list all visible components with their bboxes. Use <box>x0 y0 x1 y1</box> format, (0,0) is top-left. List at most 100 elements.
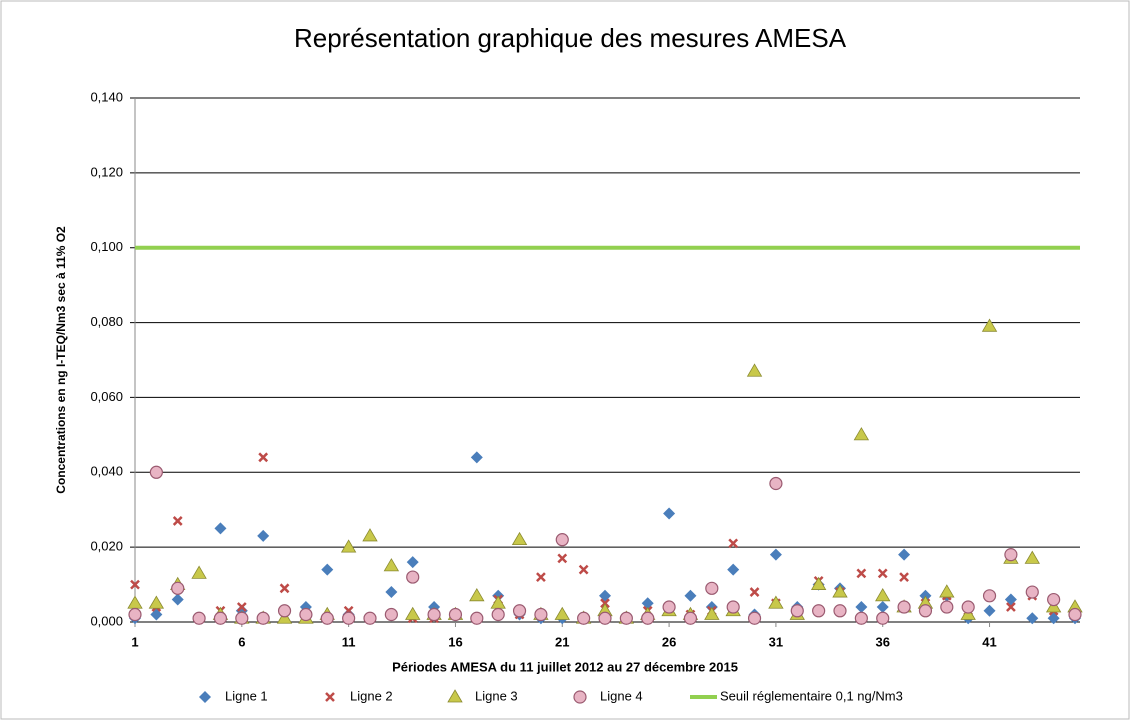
x-marker <box>749 587 760 597</box>
triangle-marker <box>383 558 400 572</box>
y-tick-label: 0,120 <box>90 164 123 179</box>
circle-marker <box>384 607 398 622</box>
x-marker <box>899 572 909 582</box>
diamond-marker <box>257 529 270 542</box>
diamond-marker <box>321 563 334 576</box>
triangle-marker <box>768 595 784 609</box>
circle-marker <box>1047 592 1061 607</box>
circle-marker <box>1068 607 1082 622</box>
triangle-marker <box>148 595 165 609</box>
triangle-marker <box>939 584 955 598</box>
circle-marker <box>897 600 911 614</box>
triangle-marker <box>447 689 463 703</box>
circle-marker <box>235 611 249 625</box>
circle-marker <box>705 581 719 595</box>
legend-label: Seuil réglementaire 0,1 ng/Nm3 <box>720 688 903 703</box>
x-tick-label: 31 <box>769 634 783 649</box>
y-tick-label: 0,080 <box>90 314 123 329</box>
diamond-marker <box>1026 612 1039 625</box>
x-marker <box>130 579 140 590</box>
circle-marker <box>598 611 612 625</box>
y-tick-label: 0,020 <box>90 539 123 554</box>
triangle-marker <box>704 606 720 620</box>
x-marker <box>728 538 739 549</box>
y-tick-label: 0,000 <box>90 613 123 628</box>
triangle-marker <box>511 531 528 546</box>
circle-marker <box>769 476 783 491</box>
x-marker <box>877 568 888 579</box>
circle-marker <box>320 611 334 625</box>
circle-marker <box>747 611 762 625</box>
circle-marker <box>342 611 356 625</box>
diamond-marker <box>171 593 184 606</box>
diamond-marker <box>684 589 697 602</box>
diamond-marker <box>663 507 676 520</box>
y-axis-title: Concentrations en ng I-TEQ/Nm3 sec à 11%… <box>54 226 68 494</box>
diamond-marker <box>214 522 227 535</box>
x-marker <box>856 568 867 579</box>
y-tick-label: 0,140 <box>90 89 123 104</box>
circle-marker <box>171 581 185 595</box>
triangle-marker <box>191 565 207 579</box>
x-marker <box>172 516 183 526</box>
triangle-marker <box>832 584 848 598</box>
circle-marker <box>961 600 975 614</box>
circle-marker <box>213 611 228 625</box>
diamond-marker <box>727 563 740 576</box>
diamond-marker <box>470 451 483 464</box>
diamond-marker <box>199 691 211 703</box>
circle-marker <box>641 611 655 625</box>
x-marker <box>536 572 546 582</box>
chart-title: Représentation graphique des mesures AME… <box>294 23 847 53</box>
circle-marker <box>448 607 463 622</box>
x-tick-label: 21 <box>555 634 569 649</box>
x-tick-label: 41 <box>982 634 996 649</box>
triangle-marker <box>362 528 378 542</box>
circle-marker <box>299 607 313 622</box>
triangle-marker <box>746 363 763 377</box>
circle-marker <box>534 607 548 622</box>
diamond-marker <box>406 556 419 569</box>
circle-marker <box>491 607 505 622</box>
diamond-marker <box>385 586 398 599</box>
circle-marker <box>555 533 569 547</box>
circle-marker <box>726 600 740 614</box>
x-tick-label: 26 <box>662 634 676 649</box>
x-marker <box>1006 602 1016 612</box>
diamond-marker <box>855 601 868 614</box>
circle-marker <box>833 604 847 618</box>
circle-marker <box>363 611 377 625</box>
circle-marker <box>406 570 420 584</box>
diamond-marker <box>876 601 889 614</box>
x-marker <box>557 553 568 564</box>
legend-label: Ligne 2 <box>350 688 393 703</box>
triangle-marker <box>340 539 357 553</box>
circle-marker <box>256 611 270 625</box>
x-tick-label: 36 <box>875 634 889 649</box>
diamond-marker <box>983 604 996 617</box>
circle-marker <box>512 604 527 618</box>
y-tick-label: 0,060 <box>90 389 123 404</box>
circle-marker <box>854 611 868 625</box>
triangle-marker <box>405 606 421 620</box>
circle-marker <box>790 604 804 618</box>
circle-marker <box>573 690 587 704</box>
circle-marker <box>149 465 163 479</box>
x-marker <box>258 452 269 463</box>
circle-marker <box>982 589 997 603</box>
legend-label: Ligne 1 <box>225 688 268 703</box>
x-marker <box>578 564 589 575</box>
circle-marker <box>683 611 698 625</box>
circle-marker <box>470 611 484 625</box>
x-tick-label: 1 <box>131 634 138 649</box>
y-tick-label: 0,040 <box>90 464 123 479</box>
circle-marker <box>876 611 890 625</box>
y-tick-label: 0,100 <box>90 239 123 254</box>
circle-marker <box>192 611 206 625</box>
x-marker <box>325 692 335 702</box>
circle-marker <box>128 607 142 622</box>
circle-marker <box>918 604 933 618</box>
triangle-marker <box>810 576 827 590</box>
